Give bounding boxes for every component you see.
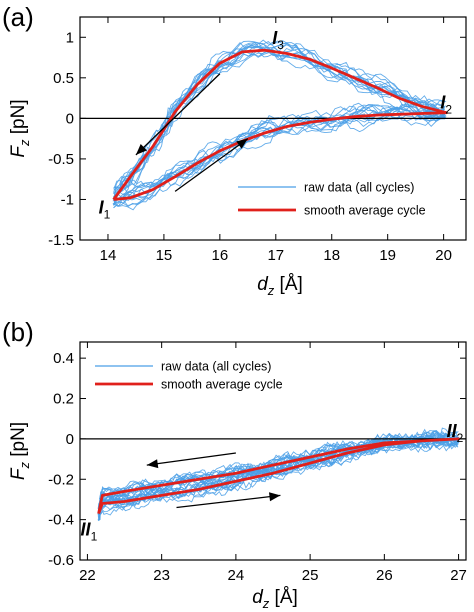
direction-arrow [176, 494, 281, 509]
x-tick-label: 25 [302, 567, 319, 584]
panel-a-y-label-unit: [pN] [8, 99, 29, 139]
panel-b-y-label-main: F [8, 467, 29, 480]
y-tick-label: -1 [61, 191, 74, 208]
panel-b-y-label-unit: [pN] [8, 422, 29, 462]
y-tick-label: 0 [66, 110, 74, 127]
y-tick-label: 0.4 [53, 350, 74, 367]
panel-a-legend: raw data (all cycles) smooth average cyc… [238, 181, 426, 218]
panel-a-x-ticks: 14 15 16 17 18 19 20 [100, 17, 452, 264]
x-tick-label: 22 [79, 567, 96, 584]
panel-a: (a) 14 15 16 17 18 19 20 -1.5-1-0.500.51 I1I2I… [2, 2, 467, 298]
y-tick-label: 0.2 [53, 391, 74, 408]
y-tick-label: -0.6 [48, 552, 74, 569]
panel-a-y-axis-label: Fz [pN] [8, 99, 32, 157]
panel-a-arrows [135, 73, 249, 192]
x-tick-label: 19 [379, 247, 396, 264]
panel-b-annotations: II1 II2 [81, 421, 464, 544]
x-tick-label: 26 [376, 567, 393, 584]
panel-b-legend-raw-label: raw data (all cycles) [161, 360, 271, 374]
x-tick-label: 16 [212, 247, 229, 264]
raw-cycle-line [112, 39, 446, 207]
panel-a-x-label-sub: z [267, 283, 275, 298]
raw-cycle-line [113, 43, 446, 197]
x-tick-label: 18 [323, 247, 340, 264]
raw-cycle-line [113, 50, 447, 211]
state-label-i1: I1 [99, 197, 111, 221]
panel-a-legend-raw-label: raw data (all cycles) [304, 181, 414, 195]
panel-a-legend-average-label: smooth average cycle [304, 204, 426, 218]
x-tick-label: 27 [450, 567, 467, 584]
panel-a-x-label-unit: [Å] [274, 274, 303, 295]
state-label-ii1: II1 [81, 520, 98, 544]
x-tick-label: 15 [156, 247, 173, 264]
panel-b-y-label-sub: z [17, 462, 32, 470]
panel-a-label: (a) [2, 2, 34, 32]
raw-cycle-line [98, 434, 459, 518]
panel-a-x-label-main: d [257, 274, 269, 295]
state-label-i3: I3 [272, 28, 284, 52]
y-tick-label: 0.5 [53, 70, 74, 87]
y-tick-label: -0.5 [48, 151, 74, 168]
panel-b: (b) 22 23 24 25 26 27 -0.6 -0.4 -0.2 0 0.2 0.4 II1… [2, 317, 467, 611]
y-tick-label: -1.5 [48, 232, 74, 249]
y-tick-label: -0.4 [48, 512, 74, 529]
panel-b-average-curve [97, 437, 460, 515]
direction-arrowhead [236, 138, 248, 149]
panel-b-y-axis-label: Fz [pN] [8, 422, 32, 480]
panel-b-x-label-unit: [Å] [269, 587, 298, 608]
direction-arrow [146, 452, 236, 466]
panel-b-arrows [146, 452, 281, 509]
raw-cycle-line [112, 40, 446, 201]
direction-arrow [174, 138, 249, 192]
x-tick-label: 17 [267, 247, 284, 264]
x-tick-label: 20 [435, 247, 452, 264]
panel-a-x-axis-label: dz [Å] [257, 274, 303, 298]
panel-a-y-label-sub: z [17, 139, 32, 147]
panel-b-x-label-sub: z [262, 596, 270, 611]
direction-arrowhead [146, 459, 159, 469]
state-label-ii2: II2 [447, 421, 464, 445]
direction-arrow [135, 73, 221, 156]
x-tick-label: 24 [228, 567, 245, 584]
panel-b-legend-average-label: smooth average cycle [161, 378, 283, 392]
raw-cycle-line [98, 436, 459, 520]
panel-b-frame [79, 341, 467, 561]
panel-a-y-label-main: F [8, 145, 29, 158]
panel-a-annotations: I1 I2 I3 [99, 28, 453, 221]
direction-arrowhead [135, 144, 147, 155]
direction-arrowhead [269, 492, 281, 502]
panel-b-label: (b) [2, 317, 34, 347]
panel-a-y-ticks: -1.5 -1 -0.5 0 0.5 1 [48, 29, 466, 249]
panel-b-x-label-main: d [252, 587, 264, 608]
raw-cycle-line [113, 39, 446, 205]
panel-b-legend: raw data (all cycles) smooth average cyc… [95, 360, 283, 392]
y-tick-label: 0 [66, 431, 74, 448]
panel-a-raw-data-lines [112, 39, 447, 211]
panel-a-frame [79, 16, 467, 241]
panel-b-x-ticks: 22 23 24 25 26 27 [79, 342, 467, 584]
raw-cycle-line [97, 427, 459, 510]
panel-b-x-axis-label: dz [Å] [252, 587, 298, 611]
y-tick-label: 1 [66, 29, 74, 46]
x-tick-label: 14 [100, 247, 117, 264]
panel-b-y-ticks: -0.6 -0.4 -0.2 0 0.2 0.4 [48, 350, 466, 569]
x-tick-label: 23 [153, 567, 170, 584]
y-tick-label: -0.2 [48, 471, 74, 488]
state-label-i2: I2 [440, 93, 452, 117]
panel-a-average-curve [112, 48, 448, 201]
